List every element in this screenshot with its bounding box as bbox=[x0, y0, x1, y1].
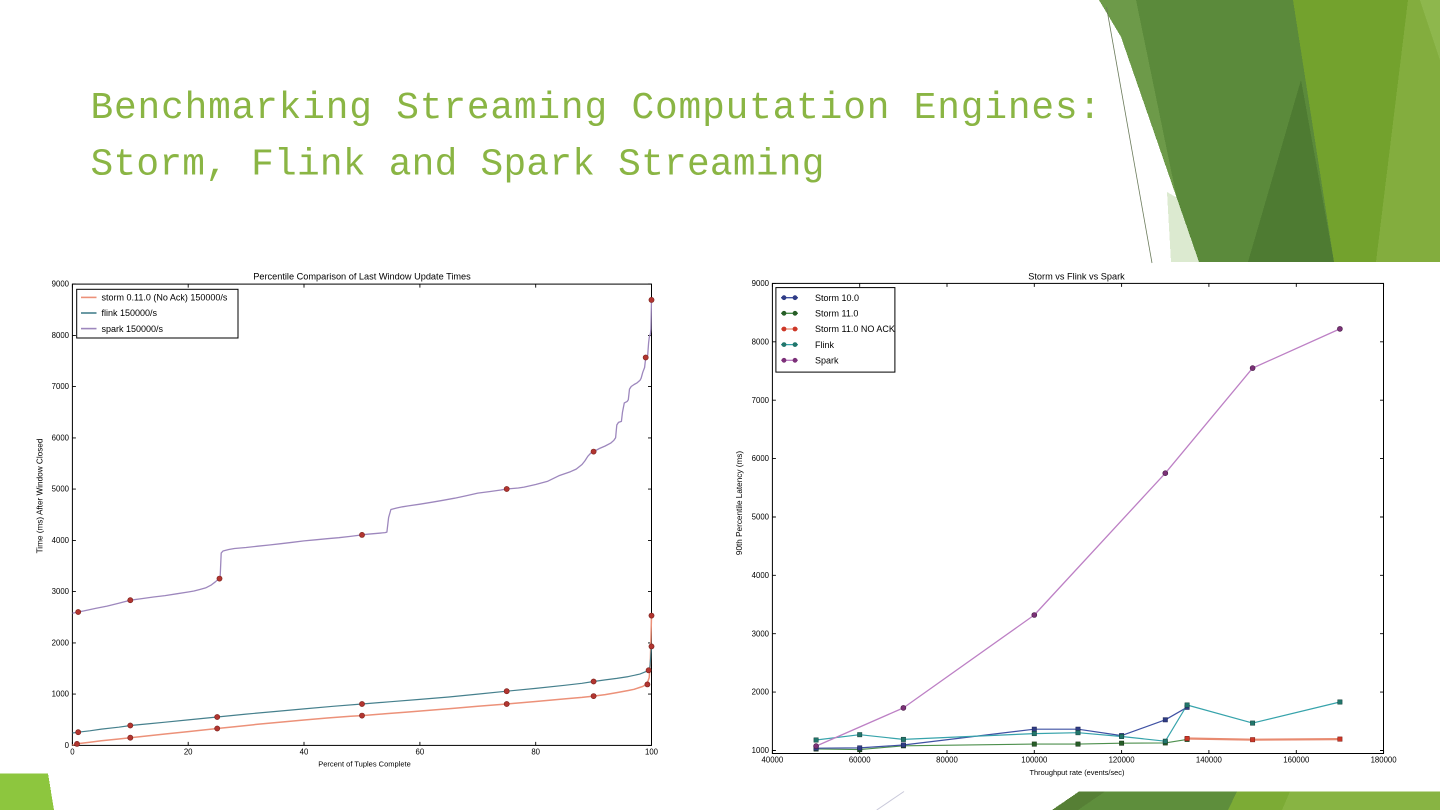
svg-text:8000: 8000 bbox=[752, 337, 770, 346]
svg-text:100000: 100000 bbox=[1021, 756, 1048, 765]
svg-text:2000: 2000 bbox=[52, 639, 70, 648]
svg-text:80000: 80000 bbox=[936, 756, 958, 765]
svg-text:5000: 5000 bbox=[52, 485, 70, 494]
svg-text:0: 0 bbox=[65, 741, 70, 750]
svg-text:5000: 5000 bbox=[752, 513, 770, 522]
svg-text:40: 40 bbox=[300, 748, 309, 757]
svg-text:3000: 3000 bbox=[752, 629, 770, 638]
svg-text:100: 100 bbox=[645, 748, 659, 757]
svg-text:160000: 160000 bbox=[1283, 756, 1310, 765]
svg-text:1000: 1000 bbox=[752, 746, 770, 755]
svg-text:1000: 1000 bbox=[52, 690, 70, 699]
svg-text:60000: 60000 bbox=[849, 756, 871, 765]
svg-text:20: 20 bbox=[184, 748, 193, 757]
svg-text:4000: 4000 bbox=[52, 536, 70, 545]
svg-text:40000: 40000 bbox=[762, 756, 784, 765]
svg-text:Spark: Spark bbox=[815, 356, 839, 366]
svg-text:storm 0.11.0 (No Ack) 150000/s: storm 0.11.0 (No Ack) 150000/s bbox=[102, 293, 228, 303]
svg-text:6000: 6000 bbox=[752, 454, 770, 463]
svg-text:2000: 2000 bbox=[752, 688, 770, 697]
svg-text:9000: 9000 bbox=[52, 280, 70, 289]
svg-text:Percent of Tuples Complete: Percent of Tuples Complete bbox=[318, 759, 411, 768]
svg-text:9000: 9000 bbox=[752, 279, 770, 288]
svg-text:120000: 120000 bbox=[1109, 756, 1136, 765]
svg-text:Benchmarking Streaming Computa: Benchmarking Streaming Computation Engin… bbox=[91, 88, 1102, 130]
svg-text:7000: 7000 bbox=[52, 382, 70, 391]
svg-text:3000: 3000 bbox=[52, 587, 70, 596]
svg-text:spark 150000/s: spark 150000/s bbox=[102, 324, 164, 334]
svg-text:8000: 8000 bbox=[52, 331, 70, 340]
svg-text:4000: 4000 bbox=[752, 571, 770, 580]
svg-text:Throughput rate (events/sec): Throughput rate (events/sec) bbox=[1030, 768, 1125, 777]
svg-text:Time (ms) After Window Closed: Time (ms) After Window Closed bbox=[36, 438, 45, 553]
svg-text:60: 60 bbox=[416, 748, 425, 757]
svg-text:Percentile Comparison of Last: Percentile Comparison of Last Window Upd… bbox=[253, 271, 471, 281]
svg-text:80: 80 bbox=[531, 748, 540, 757]
svg-text:7000: 7000 bbox=[752, 396, 770, 405]
svg-text:140000: 140000 bbox=[1196, 756, 1223, 765]
svg-text:90th Percentile Latency (ms): 90th Percentile Latency (ms) bbox=[735, 451, 744, 555]
svg-text:flink 150000/s: flink 150000/s bbox=[102, 308, 158, 318]
svg-text:Storm, Flink and Spark Streami: Storm, Flink and Spark Streaming bbox=[91, 145, 825, 187]
svg-text:180000: 180000 bbox=[1371, 756, 1398, 765]
svg-text:Storm vs Flink vs Spark: Storm vs Flink vs Spark bbox=[1028, 271, 1125, 281]
svg-text:Storm 11.0 NO ACK: Storm 11.0 NO ACK bbox=[815, 324, 895, 334]
svg-text:0: 0 bbox=[70, 748, 75, 757]
svg-text:6000: 6000 bbox=[52, 434, 70, 443]
svg-text:Storm 11.0: Storm 11.0 bbox=[815, 309, 858, 319]
svg-text:Flink: Flink bbox=[815, 340, 835, 350]
svg-text:Storm 10.0: Storm 10.0 bbox=[815, 293, 859, 303]
